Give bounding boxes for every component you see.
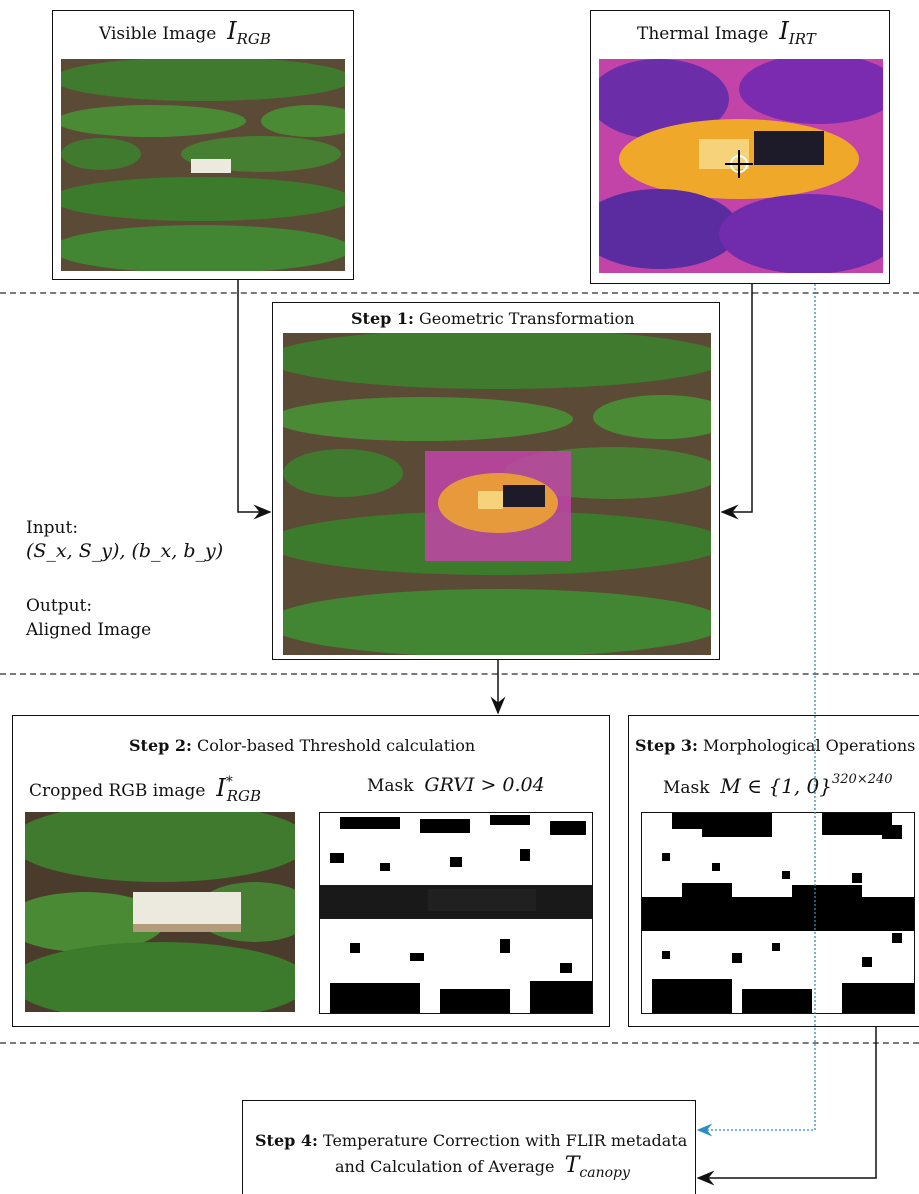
step1-aligned-image	[283, 333, 711, 655]
separator-3	[0, 1042, 919, 1044]
thermal-image-photo	[599, 59, 883, 273]
arrow-visible-to-step1	[237, 280, 272, 520]
input-label: Input:	[26, 518, 79, 538]
output-value: Aligned Image	[26, 620, 152, 640]
step2-box: Step 2: Color-based Threshold calculatio…	[12, 715, 610, 1027]
arrow-step3-to-step4	[696, 1027, 877, 1186]
step3-title: Step 3: Morphological Operations	[635, 736, 916, 755]
step4-box: Step 4: Temperature Correction with FLIR…	[242, 1100, 696, 1194]
arrow-thermal-to-step4-dotted	[696, 284, 816, 1137]
separator-2	[0, 673, 919, 675]
step2-title: Step 2: Color-based Threshold calculatio…	[129, 736, 476, 755]
step1-box: Step 1: Geometric Transformation	[272, 302, 720, 660]
visible-image-photo	[61, 59, 345, 271]
visible-image-title: Visible Image IRGB	[99, 17, 271, 48]
cropped-rgb-label: Cropped RGB image I*RGB	[29, 774, 262, 805]
morph-mask-image	[641, 812, 915, 1014]
input-params: (S_x, S_y), (b_x, b_y)	[26, 540, 224, 562]
step3-box: Step 3: Morphological Operations Mask M …	[628, 715, 919, 1027]
thermal-image-box: Thermal Image IIRT	[590, 10, 890, 284]
step1-title: Step 1: Geometric Transformation	[351, 309, 635, 328]
output-label: Output:	[26, 596, 93, 616]
cropped-rgb-image	[25, 812, 295, 1012]
grvi-mask-image	[319, 812, 593, 1014]
arrow-thermal-to-step1	[720, 284, 753, 520]
grvi-mask-label: Mask GRVI > 0.04	[367, 774, 545, 796]
morph-mask-label: Mask M ∈ {1, 0}320×240	[663, 772, 893, 798]
visible-image-box: Visible Image IRGB	[52, 10, 354, 280]
thermal-image-title: Thermal Image IIRT	[637, 17, 816, 48]
step4-line2: and Calculation of Average Tcanopy	[335, 1153, 630, 1181]
step4-line1: Step 4: Temperature Correction with FLIR…	[255, 1131, 688, 1150]
separator-1	[0, 292, 919, 294]
